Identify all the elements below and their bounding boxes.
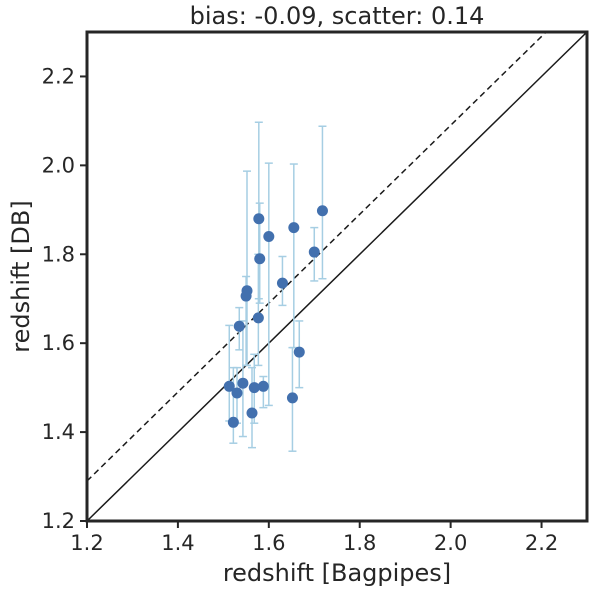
data-point xyxy=(227,416,239,428)
data-point xyxy=(286,392,298,404)
axis-ticks: 1.2 1.4 1.6 1.8 2.0 2.2 1.2 1.4 1.6 1.8 2.0 2.2 xyxy=(42,64,559,555)
x-tick-label: 1.8 xyxy=(343,531,376,555)
bias-line xyxy=(87,32,548,482)
y-tick-label: 2.0 xyxy=(42,153,75,177)
y-tick-label: 1.4 xyxy=(42,420,75,444)
y-tick-label: 2.2 xyxy=(42,64,75,88)
data-point xyxy=(293,346,305,358)
x-tick-label: 1.2 xyxy=(70,531,103,555)
y-axis-label: redshift [DB] xyxy=(7,200,35,352)
data-point xyxy=(288,222,300,234)
x-tick-label: 1.4 xyxy=(161,531,194,555)
x-tick-label: 2.2 xyxy=(525,531,558,555)
data-point xyxy=(254,253,266,265)
y-tick-label: 1.2 xyxy=(42,509,75,533)
data-point xyxy=(308,246,320,258)
x-tick-label: 1.6 xyxy=(252,531,285,555)
data-point xyxy=(237,377,249,389)
data-point xyxy=(241,285,253,297)
plot-frame xyxy=(85,30,589,523)
data-point xyxy=(257,380,269,392)
data-point xyxy=(316,205,328,217)
data-point xyxy=(263,230,275,242)
x-axis-label: redshift [Bagpipes] xyxy=(223,559,451,587)
data-point xyxy=(233,320,245,332)
data-point xyxy=(253,213,265,225)
reference-lines xyxy=(87,32,587,521)
data-points xyxy=(223,205,328,428)
data-point xyxy=(276,277,288,289)
error-bars xyxy=(225,121,327,452)
data-point xyxy=(248,382,260,394)
x-tick-label: 2.0 xyxy=(434,531,467,555)
data-point xyxy=(223,380,235,392)
y-tick-label: 1.6 xyxy=(42,331,75,355)
y-tick-label: 1.8 xyxy=(42,242,75,266)
data-point xyxy=(246,407,258,419)
data-point xyxy=(231,387,243,399)
one-to-one-line xyxy=(87,32,587,521)
chart-title: bias: -0.09, scatter: 0.14 xyxy=(190,2,485,30)
data-point xyxy=(252,312,264,324)
